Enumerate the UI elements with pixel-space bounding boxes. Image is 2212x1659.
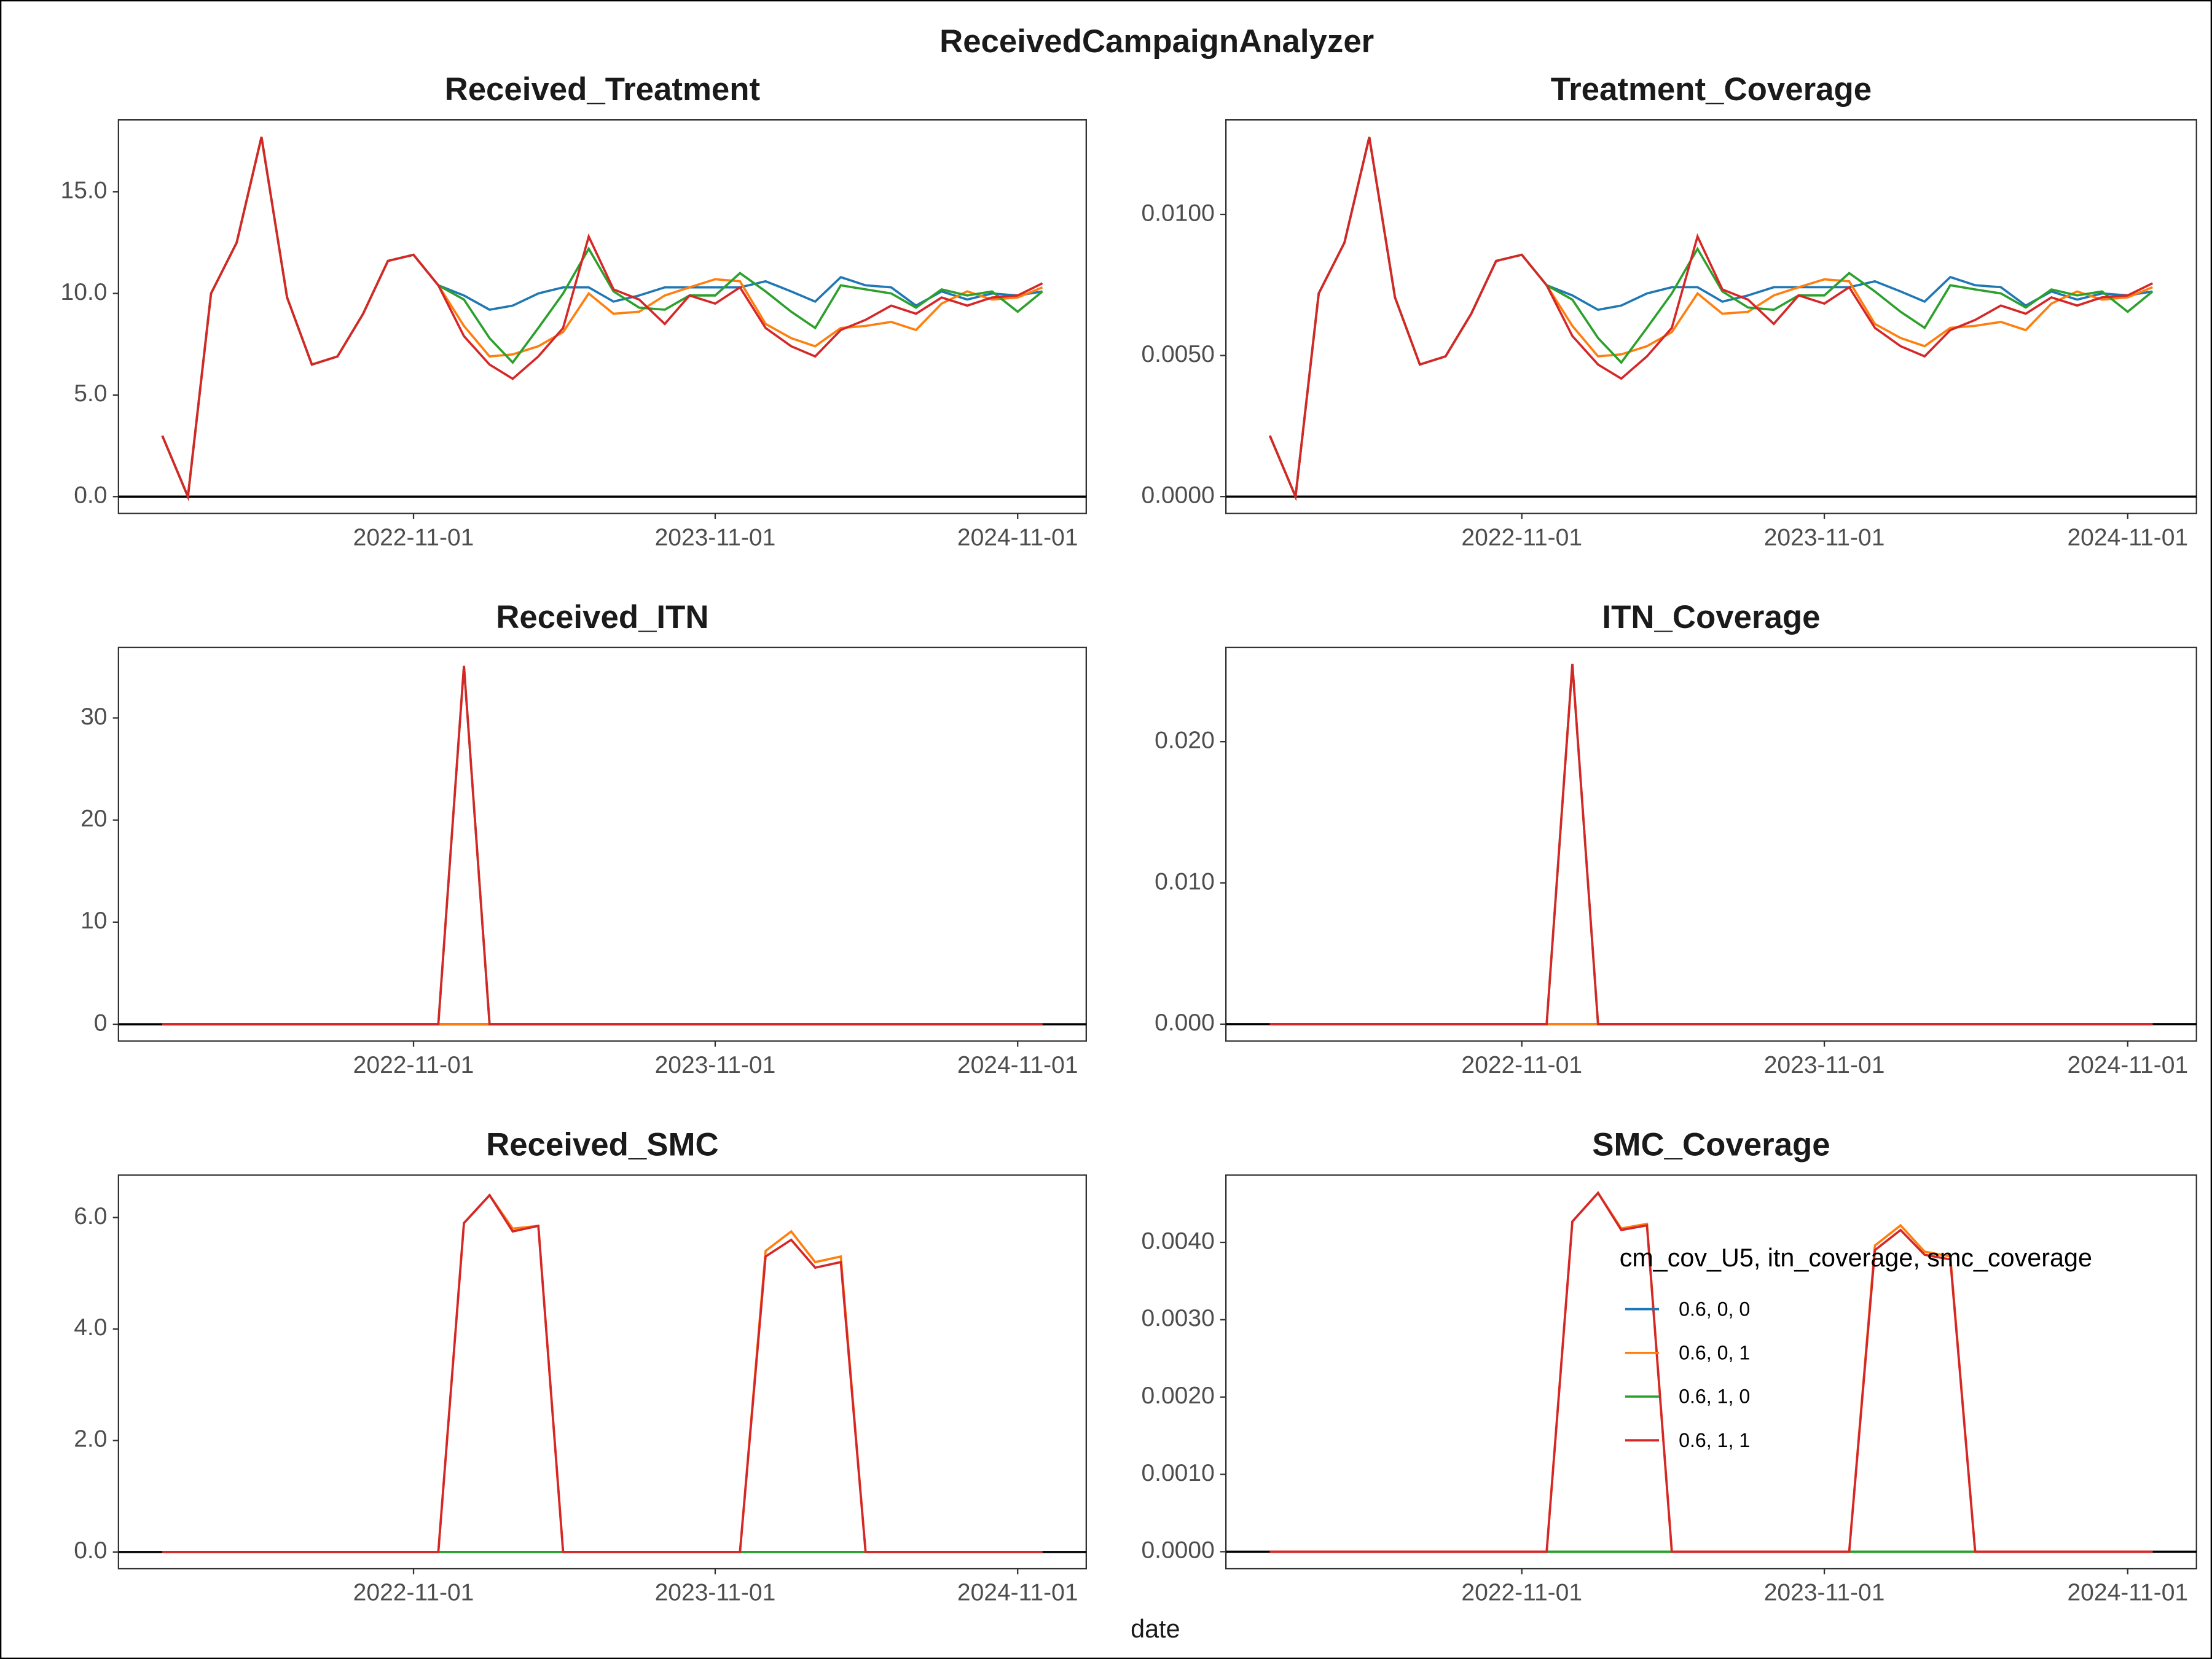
x-tick-label: 2022-11-01: [1461, 524, 1582, 551]
y-tick-label: 10.0: [61, 279, 108, 305]
legend-label: 0.6, 1, 1: [1679, 1429, 1750, 1451]
legend-title: cm_cov_U5, itn_coverage, smc_coverage: [1620, 1244, 2092, 1272]
chart-title: SMC_Coverage: [1592, 1127, 1830, 1163]
chart-title: Received_Treatment: [445, 71, 761, 108]
legend-label: 0.6, 1, 0: [1679, 1386, 1750, 1408]
y-tick-label: 0.010: [1155, 868, 1215, 895]
x-tick-label: 2024-11-01: [2067, 1052, 2188, 1078]
x-tick-label: 2024-11-01: [957, 1052, 1078, 1078]
y-tick-label: 0.0000: [1141, 482, 1214, 508]
series-line: [1269, 664, 2153, 1026]
chart-title: Treatment_Coverage: [1551, 71, 1872, 108]
plot-panel: [117, 1174, 1088, 1570]
plot-panel: [1225, 1174, 2197, 1570]
x-tick-label: 2022-11-01: [353, 1052, 474, 1078]
x-tick-label: 2023-11-01: [1764, 1580, 1885, 1606]
y-tick-label: 0.020: [1155, 727, 1215, 753]
y-tick-label: 0.0030: [1141, 1305, 1214, 1332]
y-tick-label: 10: [80, 908, 107, 934]
series-line: [161, 136, 1043, 501]
y-tick-label: 4.0: [74, 1314, 107, 1341]
plot-panel: [1225, 119, 2197, 514]
plot-panel: [117, 119, 1088, 514]
x-axis-label: date: [1131, 1615, 1180, 1643]
legend-label: 0.6, 0, 1: [1679, 1342, 1750, 1364]
x-tick-label: 2023-11-01: [1764, 1052, 1885, 1078]
x-tick-label: 2022-11-01: [353, 524, 474, 551]
plot-panel: [1225, 646, 2197, 1042]
x-tick-label: 2023-11-01: [1764, 524, 1885, 551]
series-line: [1269, 1191, 2153, 1553]
x-tick-label: 2024-11-01: [2067, 1580, 2188, 1606]
y-tick-label: 6.0: [74, 1203, 107, 1230]
series-line: [162, 665, 1043, 1026]
y-tick-label: 30: [80, 704, 107, 730]
y-tick-label: 0.0010: [1141, 1460, 1214, 1486]
series-line: [1268, 136, 2154, 501]
y-tick-label: 0.0100: [1141, 200, 1214, 226]
x-tick-label: 2023-11-01: [655, 524, 776, 551]
y-tick-label: 0.0040: [1141, 1228, 1214, 1254]
chart-title: Received_SMC: [486, 1127, 719, 1163]
y-tick-label: 20: [80, 806, 107, 832]
y-tick-label: 0.0: [74, 1537, 107, 1564]
y-tick-label: 0.0: [74, 482, 107, 509]
chart-title: Received_ITN: [496, 599, 708, 635]
y-tick-label: 0.0020: [1141, 1382, 1214, 1409]
series-line: [162, 1193, 1043, 1553]
x-tick-label: 2022-11-01: [353, 1580, 474, 1606]
x-tick-label: 2022-11-01: [1461, 1052, 1582, 1078]
y-tick-label: 5.0: [74, 380, 107, 407]
y-tick-label: 2.0: [74, 1426, 107, 1453]
x-tick-label: 2024-11-01: [2067, 524, 2188, 551]
x-tick-label: 2023-11-01: [655, 1052, 776, 1078]
y-tick-label: 0.0050: [1141, 341, 1214, 367]
y-tick-label: 0.000: [1155, 1010, 1215, 1036]
x-tick-label: 2024-11-01: [957, 524, 1078, 551]
x-tick-label: 2023-11-01: [655, 1580, 776, 1606]
y-tick-label: 0: [94, 1010, 108, 1036]
chart-title: ITN_Coverage: [1602, 599, 1820, 635]
y-tick-label: 0.0000: [1141, 1537, 1214, 1564]
figure-title: ReceivedCampaignAnalyzer: [939, 23, 1374, 60]
y-tick-label: 15.0: [61, 178, 108, 204]
plot-panel: [117, 646, 1088, 1042]
legend-label: 0.6, 0, 0: [1679, 1298, 1750, 1320]
x-tick-label: 2022-11-01: [1461, 1580, 1582, 1606]
x-tick-label: 2024-11-01: [957, 1580, 1078, 1606]
